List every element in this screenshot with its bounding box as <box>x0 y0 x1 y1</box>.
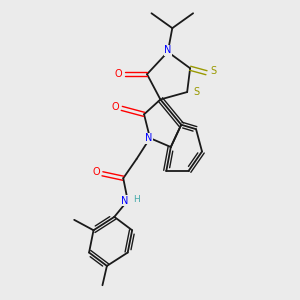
Text: O: O <box>111 102 119 112</box>
Text: N: N <box>121 196 128 206</box>
Text: N: N <box>164 45 172 56</box>
Text: H: H <box>133 195 140 204</box>
Text: N: N <box>145 133 152 143</box>
Text: S: S <box>211 66 217 76</box>
Text: O: O <box>114 69 122 79</box>
Text: O: O <box>92 167 100 177</box>
Text: S: S <box>193 87 199 97</box>
